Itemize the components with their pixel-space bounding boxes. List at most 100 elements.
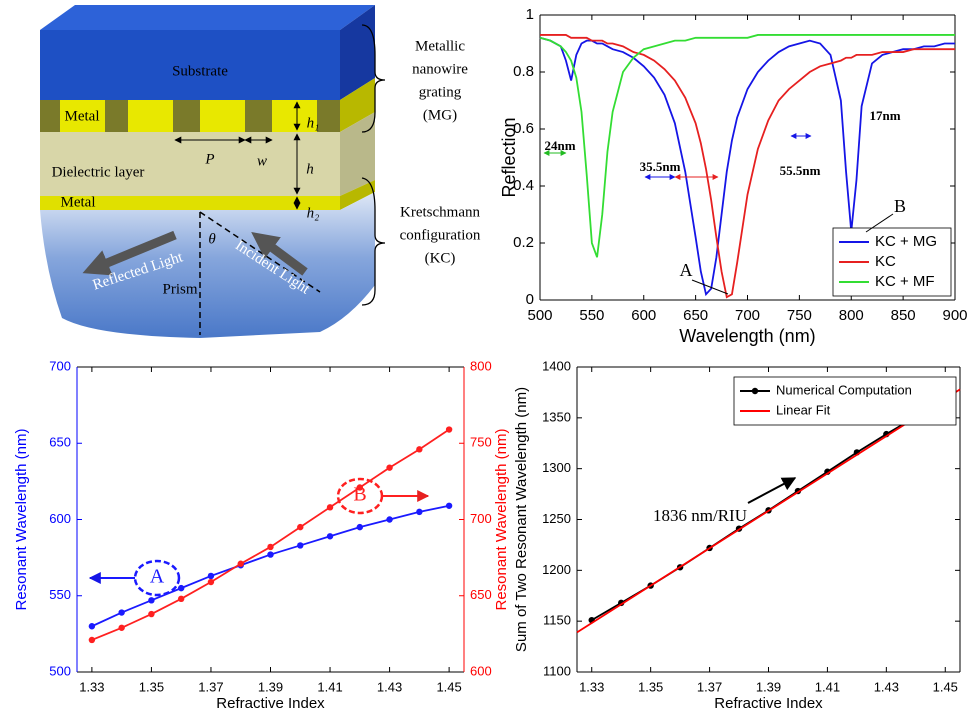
y-tick-label: 1200 <box>542 562 571 577</box>
x-axis-title: Refractive Index <box>216 695 325 712</box>
metal-label: Metal <box>65 108 100 124</box>
data-point <box>445 502 453 509</box>
y2-tick-label: 700 <box>470 511 492 526</box>
x-tick-label: 750 <box>787 307 812 324</box>
y-axis-title: Resonant Wavelength (nm) <box>13 428 30 610</box>
x-tick-label: 1.45 <box>933 679 958 694</box>
y-tick-label: 550 <box>49 587 71 602</box>
data-point <box>88 623 96 630</box>
legend-box <box>733 376 957 426</box>
y-tick-label: 0 <box>526 291 534 308</box>
incident-arrow <box>251 231 308 276</box>
highlight-ring <box>336 477 384 515</box>
y-tick-label: 1250 <box>542 511 571 526</box>
substrate-label: Substrate <box>172 63 228 79</box>
data-point <box>416 446 423 453</box>
y2-tick-label: 650 <box>470 587 492 602</box>
reflected-arrow <box>82 230 177 276</box>
legend-label: Linear Fit <box>776 402 831 417</box>
pointer <box>865 213 894 233</box>
y-tick-label: 1350 <box>542 409 571 424</box>
legend-label: Numerical Computation <box>776 382 912 397</box>
series-line <box>576 388 961 634</box>
y-tick-label: 1300 <box>542 460 571 475</box>
annotation: 1836 nm/RIU <box>653 506 747 525</box>
plot-area <box>77 367 464 672</box>
annotation: 17nm <box>869 108 900 123</box>
x-axis-title: Wavelength (nm) <box>679 326 815 346</box>
data-point <box>386 464 393 471</box>
legend-label: KC <box>875 253 896 270</box>
data-point <box>118 609 125 616</box>
y-tick-label: 1100 <box>543 663 571 678</box>
data-point <box>177 584 185 592</box>
y-tick-label: 0.6 <box>513 120 534 137</box>
h2-label: h₂ <box>307 205 320 221</box>
x-tick-label: 1.43 <box>377 679 402 694</box>
x-tick-label: 550 <box>579 307 604 324</box>
x-tick-label: 1.33 <box>579 679 604 694</box>
mg-label: (MG) <box>423 107 457 123</box>
kc-label: Kretschmann <box>400 204 480 220</box>
y-tick-label: 0.8 <box>513 63 534 80</box>
substrate-side <box>340 5 375 100</box>
data-point <box>207 578 215 586</box>
y-tick-label: 500 <box>49 663 71 678</box>
data-point <box>445 426 453 433</box>
x-tick-label: 650 <box>683 307 708 324</box>
x-tick-label: 1.39 <box>756 679 781 694</box>
x-tick-label: 1.37 <box>198 679 223 694</box>
y-tick-label: 0.4 <box>513 177 534 194</box>
metal-film-side <box>340 180 375 210</box>
data-point <box>148 597 155 604</box>
pointer <box>747 477 797 504</box>
data-point <box>267 551 274 558</box>
y-tick-label: 1150 <box>543 613 571 628</box>
annotation: A <box>150 566 165 588</box>
data-point <box>118 624 125 631</box>
x-axis-title: Refractive Index <box>714 695 823 712</box>
data-point <box>356 484 364 491</box>
x-tick-label: 800 <box>839 307 864 324</box>
x-tick-label: 1.45 <box>436 679 461 694</box>
highlight-ring <box>133 559 181 597</box>
y-tick-label: 0.2 <box>513 234 534 251</box>
annotation: 55.5nm <box>780 163 821 178</box>
series-line <box>540 34 955 299</box>
h1-label: h₁ <box>307 115 320 131</box>
x-tick-label: 900 <box>942 307 967 324</box>
y2-tick-label: 800 <box>470 358 492 373</box>
y-tick-label: 600 <box>49 511 71 526</box>
mg-label: grating <box>419 84 462 100</box>
x-tick-label: 1.35 <box>139 679 164 694</box>
x-tick-label: 1.39 <box>258 679 283 694</box>
data-point <box>88 636 96 644</box>
legend-label: KC + MG <box>875 233 937 250</box>
width-label: w <box>257 153 267 169</box>
y-tick-label: 1 <box>526 6 534 23</box>
data-point <box>356 523 364 531</box>
annotation: 35.5nm <box>640 159 681 174</box>
x-tick-label: 850 <box>891 307 916 324</box>
mg-label: nanowire <box>412 61 468 77</box>
annotation: B <box>353 484 366 506</box>
x-tick-label: 1.35 <box>638 679 663 694</box>
series-line <box>539 36 955 297</box>
legend-marker <box>751 387 759 395</box>
y-tick-label: 700 <box>49 358 71 373</box>
y-tick-label: 1400 <box>542 358 571 373</box>
period-label: P <box>204 151 214 167</box>
x-tick-label: 1.43 <box>874 679 899 694</box>
data-point <box>326 504 334 511</box>
x-tick-label: 1.41 <box>317 679 342 694</box>
grating-side <box>340 78 375 132</box>
series-line <box>539 34 955 258</box>
y-axis-title: Reflection <box>499 117 519 197</box>
mg-label: Metallic <box>415 38 465 54</box>
y-tick-label: 650 <box>49 435 71 450</box>
theta-label: θ <box>208 231 216 247</box>
data-point <box>297 542 304 549</box>
data-point <box>386 516 393 523</box>
x-tick-label: 1.37 <box>697 679 722 694</box>
